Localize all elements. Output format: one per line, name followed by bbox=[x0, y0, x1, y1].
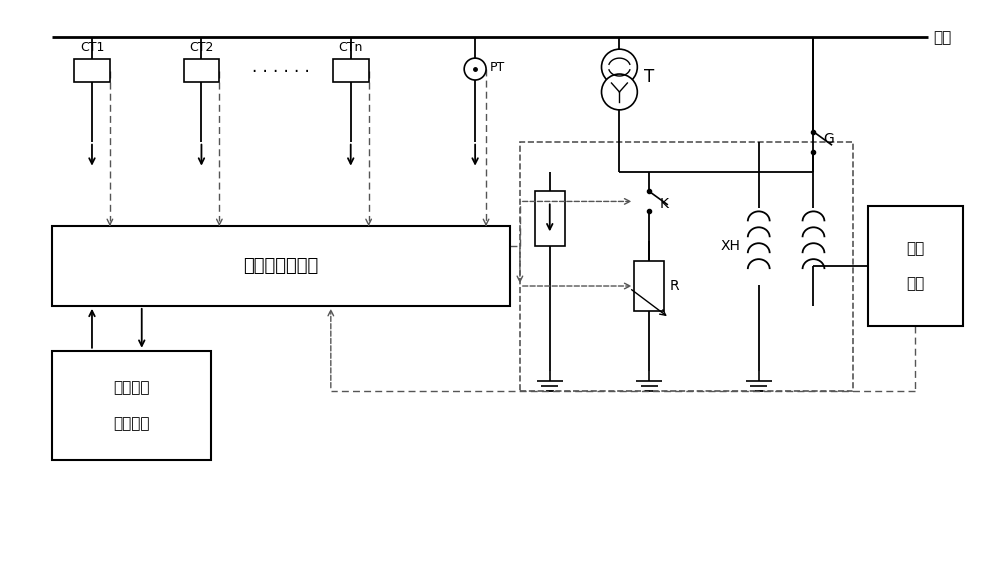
Text: 输出设备: 输出设备 bbox=[114, 416, 150, 431]
Text: XH: XH bbox=[721, 239, 741, 253]
Bar bbox=[333, 59, 369, 82]
Text: R: R bbox=[669, 279, 679, 293]
Text: PT: PT bbox=[490, 60, 505, 74]
Bar bbox=[74, 59, 110, 82]
Bar bbox=[52, 351, 211, 460]
Circle shape bbox=[464, 58, 486, 80]
Bar bbox=[868, 206, 963, 326]
Text: CT1: CT1 bbox=[80, 41, 104, 54]
Text: T: T bbox=[644, 68, 655, 86]
Text: 自适应控制模块: 自适应控制模块 bbox=[243, 257, 319, 275]
Text: CTn: CTn bbox=[339, 41, 363, 54]
Bar bbox=[184, 59, 219, 82]
Circle shape bbox=[602, 49, 637, 85]
Text: 档位: 档位 bbox=[906, 241, 925, 256]
Text: 母线: 母线 bbox=[933, 30, 951, 45]
Text: · · · · · ·: · · · · · · bbox=[252, 63, 310, 81]
Text: CT2: CT2 bbox=[189, 41, 214, 54]
Bar bbox=[634, 261, 664, 311]
Text: G: G bbox=[823, 132, 834, 146]
Text: K: K bbox=[659, 198, 668, 211]
Bar bbox=[52, 226, 510, 306]
Text: 外部输入: 外部输入 bbox=[114, 380, 150, 395]
Bar bbox=[520, 142, 853, 391]
Bar bbox=[535, 191, 565, 246]
Text: 调节: 调节 bbox=[906, 276, 925, 291]
Circle shape bbox=[602, 74, 637, 110]
